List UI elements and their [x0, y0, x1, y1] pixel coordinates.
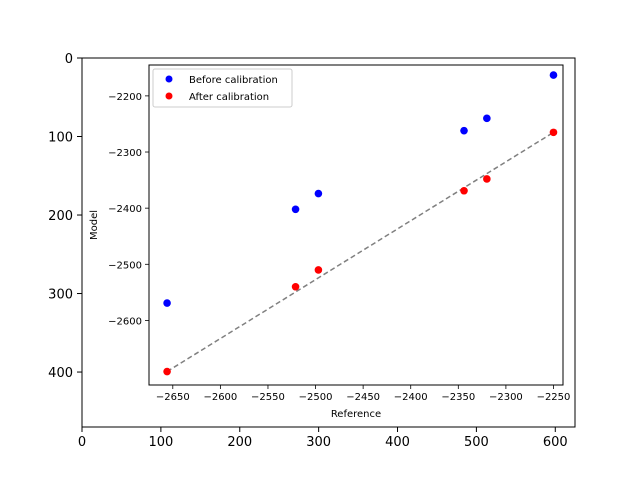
inner-y-tick-label: −2600 — [108, 316, 142, 327]
inner-x-tick-label: −2250 — [537, 392, 571, 403]
before-calibration-point — [163, 299, 171, 307]
reference-line-group — [166, 131, 554, 373]
inner-y-axis: −2600 −2500 −2400 −2300 −2200 — [108, 92, 149, 327]
outer-y-tick-label: 300 — [48, 288, 73, 303]
after-calibration-point — [163, 367, 171, 376]
inner-x-tick-label: −2650 — [156, 392, 190, 403]
legend-marker-after — [165, 92, 173, 100]
inner-x-tick-label: −2550 — [251, 392, 285, 403]
outer-x-tick-label: 600 — [543, 435, 568, 450]
after-calibration-point — [460, 186, 468, 195]
legend-label-before: Before calibration — [189, 75, 278, 86]
outer-x-tick-label: 200 — [227, 435, 252, 450]
outer-y-tick-label: 100 — [48, 131, 73, 146]
inner-y-tick-label: −2200 — [108, 92, 142, 103]
before-calibration-point — [460, 126, 468, 135]
inner-x-axis-label: Reference — [331, 409, 381, 420]
legend-marker-before — [165, 75, 173, 83]
inner-y-tick-label: −2300 — [108, 148, 142, 159]
inner-y-tick-label: −2500 — [108, 260, 142, 271]
inner-x-tick-label: −2300 — [489, 392, 523, 403]
outer-x-tick-label: 0 — [78, 435, 86, 450]
after-calibration-point — [314, 266, 323, 274]
inner-x-tick-label: −2450 — [346, 392, 380, 403]
before-calibration-point — [483, 114, 491, 123]
after-calibration-point — [549, 128, 558, 137]
inner-x-tick-label: −2350 — [441, 392, 475, 403]
reference-dashed-line — [166, 131, 554, 373]
inner-x-tick-label: −2500 — [299, 392, 333, 403]
outer-y-tick-label: 0 — [65, 52, 73, 67]
inner-x-tick-label: −2400 — [394, 392, 428, 403]
inner-x-tick-label: −2600 — [203, 392, 237, 403]
outer-y-tick-label: 200 — [48, 209, 73, 224]
inner-y-tick-label: −2400 — [108, 204, 142, 215]
outer-y-axis: 0 100 200 300 400 — [48, 52, 82, 381]
inner-axes: −2650 −2600 −2550 −2500 −2450 −2400 −2350 −2300… — [89, 64, 571, 420]
outer-x-tick-label: 500 — [464, 435, 489, 450]
before-calibration-point — [314, 189, 323, 198]
outer-x-tick-label: 100 — [148, 435, 173, 450]
outer-y-tick-label: 400 — [48, 366, 73, 381]
legend-label-after: After calibration — [189, 92, 269, 103]
outer-x-tick-label: 400 — [385, 435, 410, 450]
outer-axes-frame — [81, 57, 576, 428]
before-calibration-point — [291, 205, 300, 214]
after-calibration-point — [483, 175, 491, 183]
inner-x-axis: −2650 −2600 −2550 −2500 −2450 −2400 −2350 −2300… — [156, 385, 571, 403]
legend: Before calibration After calibration — [152, 68, 293, 108]
outer-x-tick-label: 300 — [306, 435, 331, 450]
legend-box — [152, 68, 293, 108]
inner-axes-frame — [148, 64, 564, 386]
data-points — [163, 71, 558, 376]
inner-y-axis-label: Model — [89, 210, 100, 240]
outer-axes: 0 100 200 300 400 500 600 0 100 200 300 400 — [48, 52, 576, 450]
after-calibration-point — [291, 282, 300, 291]
before-calibration-point — [549, 71, 558, 79]
outer-x-axis: 0 100 200 300 400 500 600 — [78, 427, 568, 450]
